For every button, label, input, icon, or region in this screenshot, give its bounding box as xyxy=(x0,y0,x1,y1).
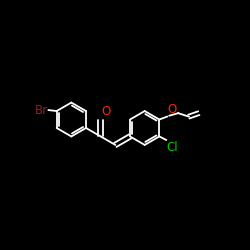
Text: Br: Br xyxy=(35,104,48,117)
Text: O: O xyxy=(102,105,111,118)
Text: Cl: Cl xyxy=(167,141,178,154)
Text: O: O xyxy=(168,103,177,116)
